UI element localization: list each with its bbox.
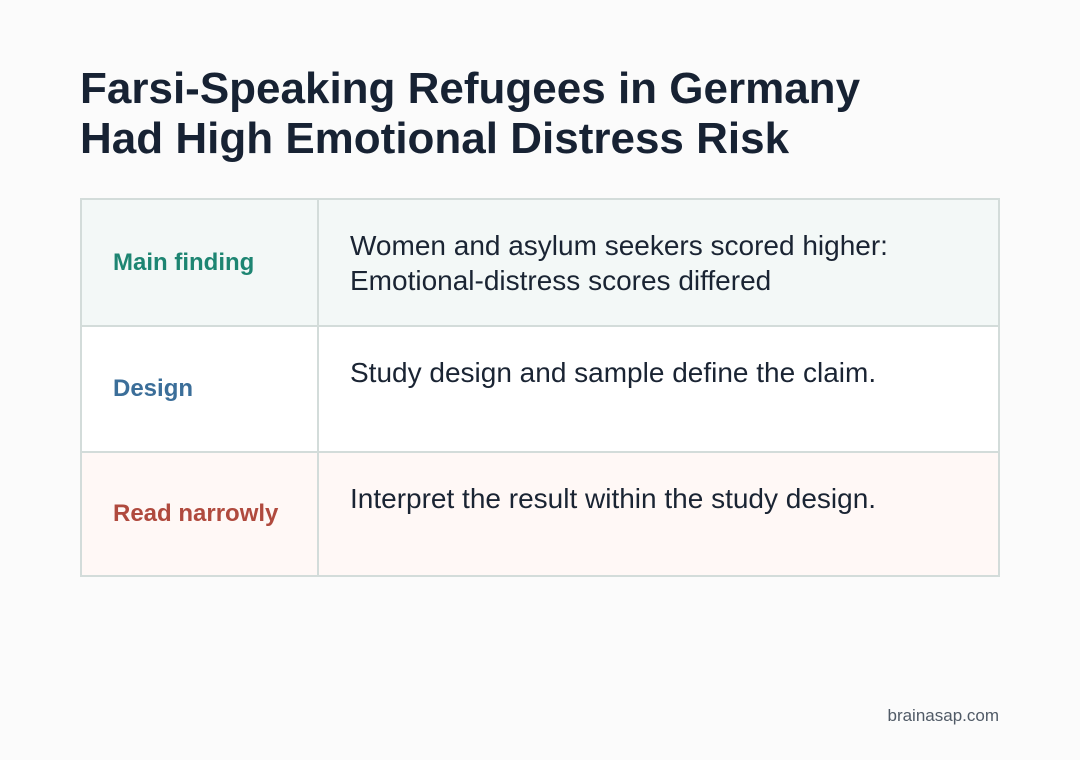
row-label-read-narrowly: Read narrowly [82,453,319,575]
design-line-1: Study design and sample define the claim… [350,357,877,388]
title-line-2: Had High Emotional Distress Risk [80,114,790,163]
table-row-main-finding: Main finding Women and asylum seekers sc… [82,200,998,325]
row-value-design: Study design and sample define the claim… [319,327,998,451]
row-value-read-narrowly: Interpret the result within the study de… [319,453,998,575]
table-row-read-narrowly: Read narrowly Interpret the result withi… [82,451,998,575]
row-label-design: Design [82,327,319,451]
summary-table: Main finding Women and asylum seekers sc… [80,198,1000,577]
footer-site-name: brainasap.com [887,706,999,725]
row-value-main-finding: Women and asylum seekers scored higher: … [319,200,998,325]
read-narrowly-line-1: Interpret the result within the study de… [350,483,877,514]
main-finding-line-2: Emotional-distress scores differed [350,265,772,296]
main-finding-line-1: Women and asylum seekers scored higher: [350,230,888,261]
title-line-1: Farsi-Speaking Refugees in Germany [80,64,861,113]
page-title: Farsi-Speaking Refugees in Germany Had H… [80,64,1000,164]
row-label-main-finding: Main finding [82,200,319,325]
table-row-design: Design Study design and sample define th… [82,325,998,451]
